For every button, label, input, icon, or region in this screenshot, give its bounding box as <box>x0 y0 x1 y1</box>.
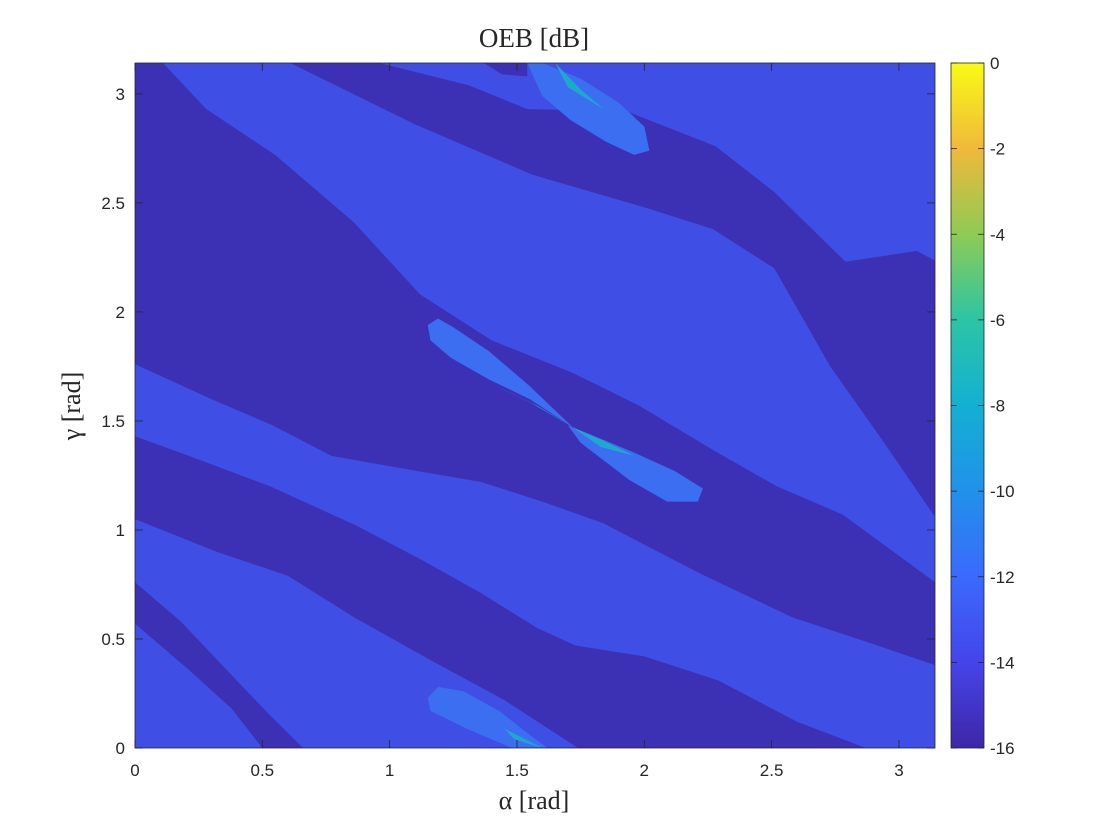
y-tick-label: 1.5 <box>101 412 125 431</box>
x-tick-label: 1.5 <box>505 761 529 780</box>
heatmap-region-lobe-10 <box>427 686 548 748</box>
heatmap-region-background-5 <box>483 63 528 77</box>
x-tick-label: 0 <box>130 761 139 780</box>
heatmap-region-background-6 <box>545 386 591 428</box>
colorbar-tick-label: -12 <box>990 568 1015 587</box>
colorbar-tick-label: -16 <box>990 739 1015 758</box>
x-axis: 0 0.5 1 1.5 2 2.5 3 <box>130 63 904 780</box>
heatmap-region-peak-12 <box>573 427 635 456</box>
colorbar-tick-label: -4 <box>990 225 1005 244</box>
y-tick-label: 0 <box>116 739 125 758</box>
x-tick-label: 2.5 <box>760 761 784 780</box>
colorbar-tick-label: -14 <box>990 653 1015 672</box>
heatmap-region-band-0 <box>163 63 935 583</box>
heatmap-region-band-2 <box>135 364 935 748</box>
plot-area <box>134 62 936 749</box>
colorbar-tick-label: -2 <box>990 140 1005 159</box>
x-tick-label: 1 <box>385 761 394 780</box>
heatmap-region-lobe-7 <box>527 63 650 155</box>
y-tick-label: 1 <box>116 521 125 540</box>
colorbar-ticks: 0 -2 -4 -6 -8 -10 -12 -14 -16 <box>951 54 1015 758</box>
chart-title: OEB [dB] <box>479 23 589 53</box>
x-tick-label: 0.5 <box>251 761 275 780</box>
heatmap-region-band-4 <box>135 623 263 748</box>
colorbar-tick-label: -10 <box>990 482 1015 501</box>
y-tick-label: 3 <box>116 85 125 104</box>
x-axis-label: α [rad] <box>499 786 570 815</box>
colorbar: 0 -2 -4 -6 -8 -10 -12 -14 -16 <box>950 54 1015 758</box>
colorbar-tick-label: 0 <box>990 54 999 73</box>
heatmap-region-lobe-8 <box>427 318 573 428</box>
heatmap-region-band-1 <box>379 63 935 262</box>
colorbar-tick-label: -6 <box>990 311 1005 330</box>
heatmap-regions <box>135 63 935 748</box>
y-tick-label: 2 <box>116 303 125 322</box>
y-tick-label: 2.5 <box>101 194 125 213</box>
heatmap-region-band-3 <box>135 519 579 748</box>
y-axis-label: γ [rad] <box>57 372 86 442</box>
y-tick-label: 0.5 <box>101 630 125 649</box>
colorbar-tick-label: -8 <box>990 397 1005 416</box>
y-axis: 0 0.5 1 1.5 2 2.5 3 <box>101 85 935 758</box>
plot-frame <box>134 62 936 749</box>
x-tick-label: 3 <box>894 761 903 780</box>
x-tick-label: 2 <box>640 761 649 780</box>
